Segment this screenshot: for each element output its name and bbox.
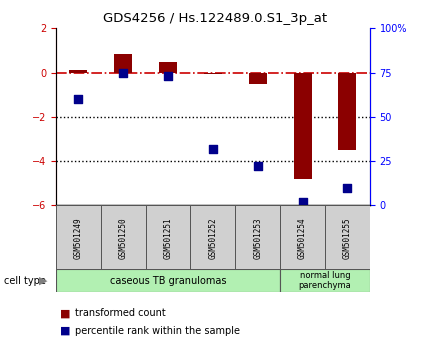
Text: ■: ■ — [60, 308, 71, 318]
Text: ▶: ▶ — [39, 276, 47, 286]
Point — [344, 185, 351, 190]
Text: caseous TB granulomas: caseous TB granulomas — [110, 275, 226, 286]
Bar — [146, 205, 190, 271]
Text: cell type: cell type — [4, 276, 46, 286]
Text: GDS4256 / Hs.122489.0.S1_3p_at: GDS4256 / Hs.122489.0.S1_3p_at — [103, 12, 327, 25]
Point — [165, 73, 172, 79]
Text: transformed count: transformed count — [75, 308, 166, 318]
Bar — [280, 205, 325, 271]
Bar — [249, 73, 267, 84]
Bar — [159, 62, 177, 73]
Bar — [325, 205, 370, 271]
Bar — [114, 55, 132, 73]
Bar — [204, 73, 222, 74]
Text: GSM501249: GSM501249 — [74, 217, 83, 259]
Text: GSM501252: GSM501252 — [209, 217, 217, 259]
Text: GSM501250: GSM501250 — [119, 217, 128, 259]
Bar — [294, 73, 311, 179]
Point — [299, 199, 306, 205]
Bar — [101, 205, 146, 271]
Point — [120, 70, 126, 75]
Point — [75, 96, 82, 102]
Bar — [56, 269, 280, 292]
Bar — [235, 205, 280, 271]
Point — [254, 164, 261, 169]
Bar — [69, 70, 87, 73]
Text: percentile rank within the sample: percentile rank within the sample — [75, 326, 240, 336]
Bar — [338, 73, 356, 150]
Text: normal lung
parenchyma: normal lung parenchyma — [298, 271, 351, 290]
Point — [209, 146, 216, 152]
Bar — [190, 205, 235, 271]
Text: GSM501251: GSM501251 — [163, 217, 172, 259]
Text: ■: ■ — [60, 326, 71, 336]
Bar — [280, 269, 370, 292]
Text: GSM501254: GSM501254 — [298, 217, 307, 259]
Bar — [56, 205, 101, 271]
Text: GSM501253: GSM501253 — [253, 217, 262, 259]
Text: GSM501255: GSM501255 — [343, 217, 352, 259]
